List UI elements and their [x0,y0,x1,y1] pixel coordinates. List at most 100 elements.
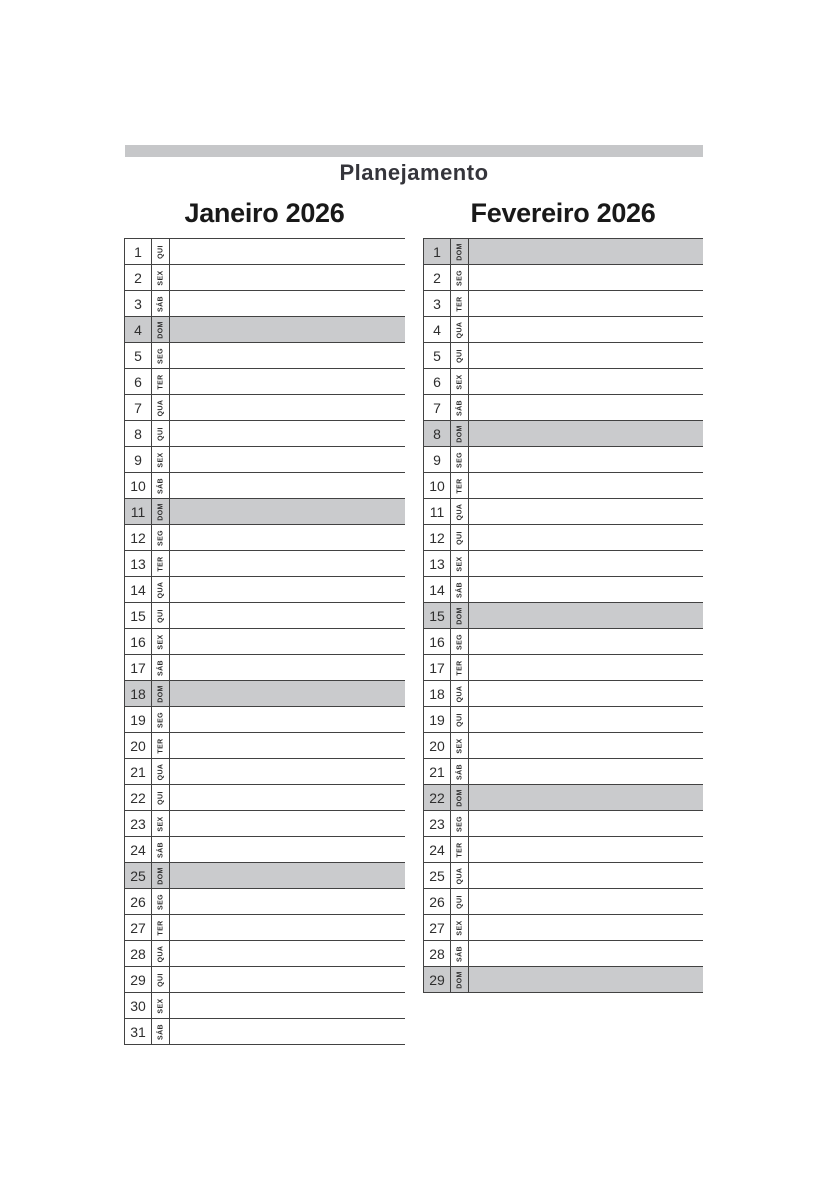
day-number: 6 [423,369,451,394]
weekday-label: SÁB [451,941,469,966]
weekday-label-text: SÁB [456,945,463,962]
day-note-area [469,317,703,342]
day-row: 29 QUI [124,967,405,993]
weekday-label: QUI [152,603,170,628]
day-note-area [170,291,405,316]
day-note-area [469,655,703,680]
day-note-area [469,733,703,758]
weekday-label: DOM [451,421,469,446]
weekday-label: SEX [152,811,170,836]
day-row: 4 QUA [423,317,703,343]
weekday-label: SÁB [152,473,170,498]
weekday-label: QUA [152,759,170,784]
weekday-label-text: QUI [456,530,463,545]
day-number: 15 [423,603,451,628]
day-number: 31 [124,1019,152,1044]
day-number: 28 [423,941,451,966]
weekday-label-text: DOM [157,320,164,339]
day-note-area [469,525,703,550]
day-row: 22 DOM [423,785,703,811]
day-note-area [469,915,703,940]
weekday-label: TER [451,837,469,862]
weekday-label: QUI [451,889,469,914]
weekday-label: DOM [152,317,170,342]
day-number: 17 [423,655,451,680]
day-row: 16 SEG [423,629,703,655]
day-number: 20 [423,733,451,758]
weekday-label-text: SEX [456,919,463,936]
day-row: 28 QUA [124,941,405,967]
day-row: 17 TER [423,655,703,681]
day-number: 16 [423,629,451,654]
weekday-label: QUA [451,863,469,888]
day-number: 4 [124,317,152,342]
weekday-label-text: SEX [157,269,164,286]
day-number: 11 [423,499,451,524]
weekday-label: SÁB [152,1019,170,1044]
day-number: 11 [124,499,152,524]
day-note-area [469,577,703,602]
weekday-label-text: SEX [456,373,463,390]
weekday-label: QUA [152,577,170,602]
weekday-label-text: SEG [456,451,463,468]
day-note-area [170,343,405,368]
day-number: 22 [124,785,152,810]
weekday-label: QUI [152,239,170,264]
weekday-label: QUI [152,421,170,446]
weekday-label-text: SEG [157,711,164,728]
weekday-label: QUI [451,343,469,368]
weekday-label-text: SEX [157,815,164,832]
day-note-area [469,343,703,368]
day-number: 28 [124,941,152,966]
day-row: 10 TER [423,473,703,499]
day-number: 10 [124,473,152,498]
day-number: 25 [423,863,451,888]
day-row: 6 TER [124,369,405,395]
day-number: 20 [124,733,152,758]
day-row: 6 SEX [423,369,703,395]
weekday-label: QUA [152,941,170,966]
day-note-area [469,265,703,290]
day-number: 24 [124,837,152,862]
day-number: 23 [423,811,451,836]
weekday-label-text: SÁB [157,659,164,676]
weekday-label-text: DOM [157,684,164,703]
weekday-label: QUA [451,681,469,706]
day-row: 29 DOM [423,967,703,993]
day-note-area [170,863,405,888]
day-note-area [170,811,405,836]
day-number: 12 [423,525,451,550]
weekday-label: TER [152,369,170,394]
weekday-label: TER [152,733,170,758]
day-note-area [170,681,405,706]
day-note-area [469,889,703,914]
day-row: 11 QUA [423,499,703,525]
weekday-label: SÁB [152,291,170,316]
day-note-area [170,239,405,264]
weekday-label: QUA [451,317,469,342]
day-number: 10 [423,473,451,498]
weekday-label-text: TER [157,555,164,572]
day-number: 27 [423,915,451,940]
weekday-label-text: SEG [456,815,463,832]
weekday-label: SEG [152,525,170,550]
weekday-label-text: QUI [157,244,164,259]
weekday-label-text: SEX [157,451,164,468]
weekday-label-text: QUI [456,348,463,363]
weekday-label: QUA [451,499,469,524]
day-note-area [170,551,405,576]
day-note-area [170,733,405,758]
weekday-label: SEG [152,889,170,914]
day-number: 23 [124,811,152,836]
day-note-area [469,681,703,706]
day-number: 29 [423,967,451,992]
day-number: 16 [124,629,152,654]
day-number: 13 [124,551,152,576]
day-row: 9 SEG [423,447,703,473]
day-note-area [469,421,703,446]
month-title-february: Fevereiro 2026 [470,198,656,228]
weekday-label-text: TER [456,477,463,494]
day-number: 3 [124,291,152,316]
weekday-label-text: QUA [157,581,164,598]
day-number: 21 [124,759,152,784]
